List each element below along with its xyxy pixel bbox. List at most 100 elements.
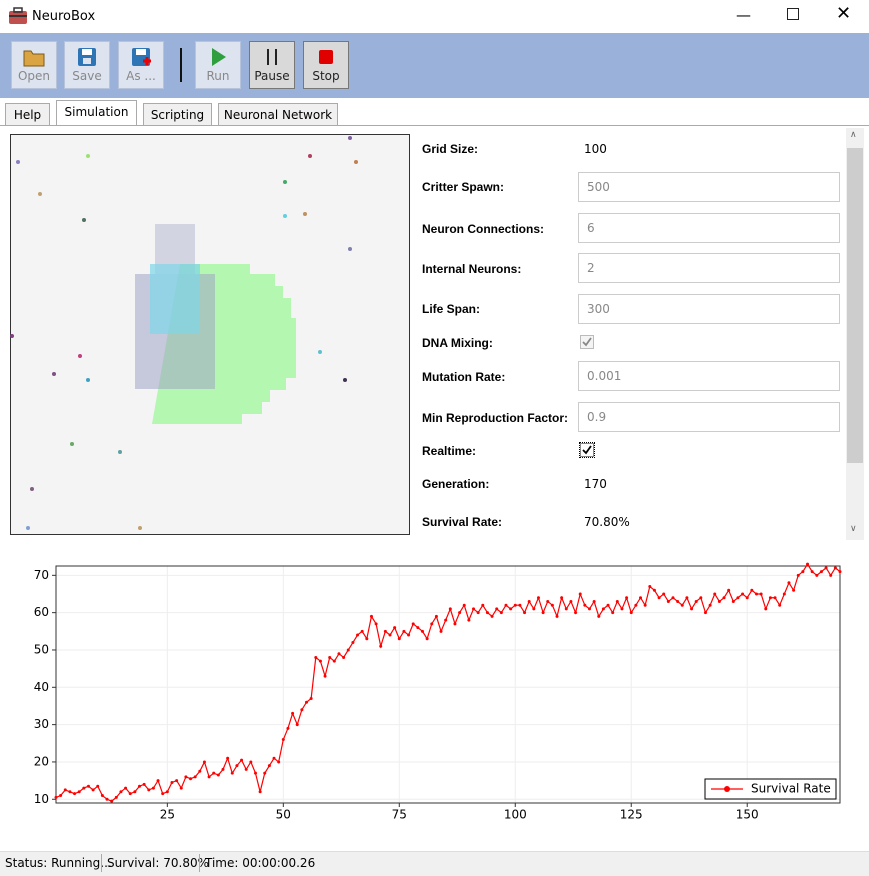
- data-point: [717, 599, 721, 603]
- separator: [180, 48, 182, 82]
- data-point: [114, 795, 118, 799]
- data-point: [230, 771, 234, 775]
- data-point: [801, 570, 805, 574]
- setting-label: Min Reproduction Factor:: [422, 411, 568, 425]
- tab[interactable]: Help: [5, 103, 50, 125]
- data-point: [587, 607, 591, 611]
- data-point: [518, 603, 522, 607]
- data-point: [778, 603, 782, 607]
- run-button[interactable]: Run: [195, 41, 241, 89]
- scroll-down[interactable]: ∨: [850, 524, 857, 534]
- open-button[interactable]: Open: [11, 41, 57, 89]
- text-input[interactable]: 0.001: [578, 361, 840, 391]
- data-point: [156, 779, 160, 783]
- data-point: [365, 637, 369, 641]
- data-point: [430, 622, 434, 626]
- y-tick-label: 10: [34, 792, 49, 806]
- button-label: As ...: [126, 69, 156, 83]
- legend: Survival Rate: [704, 778, 837, 800]
- data-point: [133, 790, 137, 794]
- data-point: [351, 641, 355, 645]
- data-point: [73, 792, 77, 796]
- data-point: [606, 603, 610, 607]
- text-input[interactable]: 500: [578, 172, 840, 202]
- data-point: [291, 711, 295, 715]
- data-point: [773, 596, 777, 600]
- button-label: Open: [17, 69, 51, 83]
- tab-selected[interactable]: Simulation: [56, 100, 137, 126]
- data-point: [652, 588, 656, 592]
- data-point: [216, 773, 220, 777]
- data-point: [416, 626, 420, 630]
- data-point: [601, 607, 605, 611]
- data-point: [592, 599, 596, 603]
- data-point: [240, 758, 244, 762]
- text-input[interactable]: 6: [578, 213, 840, 243]
- data-point: [253, 771, 257, 775]
- data-point: [713, 592, 717, 596]
- data-point: [829, 573, 833, 577]
- data-point: [499, 611, 503, 615]
- minimize[interactable]: —: [736, 6, 751, 24]
- data-point: [170, 780, 174, 784]
- data-point: [332, 659, 336, 663]
- maximize[interactable]: [787, 8, 799, 20]
- data-point: [555, 614, 559, 618]
- status-text: Time: 00:00:00.26: [205, 856, 316, 870]
- data-point: [676, 599, 680, 603]
- checkbox[interactable]: [579, 442, 595, 458]
- data-point: [54, 795, 58, 799]
- data-point: [550, 603, 554, 607]
- scroll-up[interactable]: ∧: [850, 130, 857, 140]
- data-point: [731, 599, 735, 603]
- y-tick-label: 50: [34, 642, 49, 656]
- tab[interactable]: Scripting: [143, 103, 212, 125]
- data-point: [685, 596, 689, 600]
- data-point: [736, 596, 740, 600]
- setting-value: 100: [584, 142, 607, 156]
- data-point: [532, 607, 536, 611]
- data-point: [625, 596, 629, 600]
- data-point: [750, 588, 754, 592]
- data-point: [402, 629, 406, 633]
- data-point: [727, 588, 731, 592]
- data-point: [476, 611, 480, 615]
- stop-button[interactable]: Stop: [303, 41, 349, 89]
- data-point: [629, 611, 633, 615]
- data-point: [337, 652, 341, 656]
- text-input[interactable]: 0.9: [578, 402, 840, 432]
- data-point: [527, 599, 531, 603]
- data-point: [300, 708, 304, 712]
- data-point: [810, 570, 814, 574]
- status-bar: [0, 851, 869, 876]
- plot-border: [55, 565, 841, 804]
- data-point: [708, 603, 712, 607]
- data-point: [263, 771, 267, 775]
- data-point: [393, 626, 397, 630]
- legend-marker: [724, 786, 730, 792]
- data-point: [179, 786, 183, 790]
- save-as-button[interactable]: As ...: [118, 41, 164, 89]
- app-icon: [9, 7, 27, 24]
- data-point: [741, 592, 745, 596]
- data-point: [768, 596, 772, 600]
- data-point: [699, 596, 703, 600]
- window-title: NeuroBox: [32, 9, 96, 24]
- text-input[interactable]: 2: [578, 253, 840, 283]
- scrollbar-thumb[interactable]: [847, 148, 863, 463]
- data-point: [564, 607, 568, 611]
- button-label: Stop: [312, 69, 340, 83]
- data-point: [184, 775, 188, 779]
- text-input[interactable]: 300: [578, 294, 840, 324]
- pause-button[interactable]: Pause: [249, 41, 295, 89]
- save-button[interactable]: Save: [64, 41, 110, 89]
- data-point: [207, 775, 211, 779]
- data-point: [448, 607, 452, 611]
- data-point: [796, 573, 800, 577]
- tab[interactable]: Neuronal Network: [218, 103, 338, 125]
- setting-label: Life Span:: [422, 302, 481, 316]
- checkbox[interactable]: [580, 335, 594, 349]
- close[interactable]: ✕: [836, 3, 852, 24]
- x-tick-label: 75: [392, 808, 407, 822]
